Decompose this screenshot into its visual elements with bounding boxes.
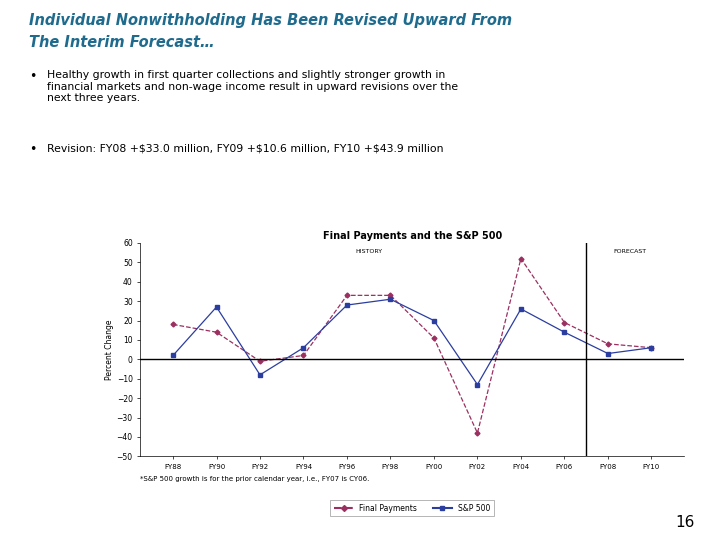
- Text: The Interim Forecast…: The Interim Forecast…: [29, 35, 215, 50]
- Text: Healthy growth in first quarter collections and slightly stronger growth in
fina: Healthy growth in first quarter collecti…: [47, 70, 458, 103]
- Text: FORECAST: FORECAST: [613, 249, 647, 254]
- Text: •: •: [29, 143, 36, 156]
- Text: Individual Nonwithholding Has Been Revised Upward From: Individual Nonwithholding Has Been Revis…: [29, 14, 512, 29]
- Text: 16: 16: [675, 515, 695, 530]
- Y-axis label: Percent Change: Percent Change: [105, 319, 114, 380]
- Legend: Final Payments, S&P 500: Final Payments, S&P 500: [330, 500, 494, 516]
- Text: *S&P 500 growth is for the prior calendar year, i.e., FY07 is CY06.: *S&P 500 growth is for the prior calenda…: [140, 476, 370, 482]
- Title: Final Payments and the S&P 500: Final Payments and the S&P 500: [323, 231, 502, 241]
- Text: •: •: [29, 70, 36, 83]
- Text: Revision: FY08 +$33.0 million, FY09 +$10.6 million, FY10 +$43.9 million: Revision: FY08 +$33.0 million, FY09 +$10…: [47, 143, 444, 153]
- Text: HISTORY: HISTORY: [355, 249, 382, 254]
